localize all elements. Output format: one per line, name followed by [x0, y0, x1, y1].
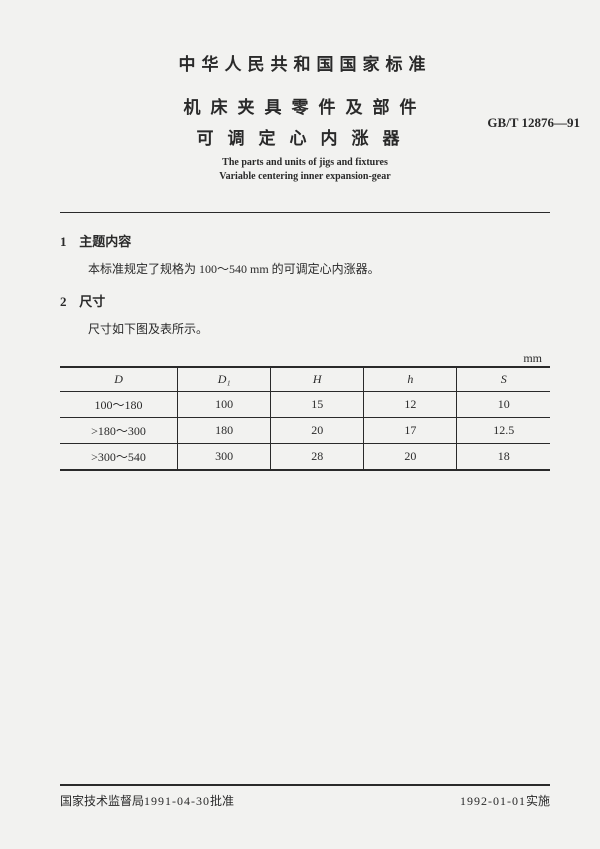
footer-approve-date: 1991-04-30 [144, 794, 210, 808]
cell: 12.5 [457, 418, 550, 444]
cell: 15 [271, 392, 364, 418]
table-body: 100～180 100 15 12 10 >180～300 180 20 17 … [60, 392, 550, 471]
col-D: D [60, 367, 178, 392]
table-unit: mm [60, 351, 550, 366]
cell: 17 [364, 418, 457, 444]
cell: 300 [178, 444, 271, 471]
section-2-heading: 2 尺寸 [60, 291, 550, 310]
section-2-number: 2 [60, 294, 76, 310]
cell: 12 [364, 392, 457, 418]
footer-approve-suffix: 批准 [210, 794, 234, 808]
section-1-number: 1 [60, 234, 76, 250]
title-cn-line1: 机床夹具零件及部件 [60, 93, 550, 118]
cell: 18 [457, 444, 550, 471]
footer-effective-date: 1992-01-01 [460, 794, 526, 808]
cell: 180 [178, 418, 271, 444]
country-label: 中华人民共和国国家标准 [60, 50, 550, 75]
title-en-line2: Variable centering inner expansion-gear [60, 171, 550, 182]
section-1-title: 主题内容 [79, 234, 131, 249]
cell: >180～300 [60, 418, 178, 444]
section-1-body: 本标准规定了规格为 100～540 mm 的可调定心内涨器。 [88, 260, 550, 277]
divider-top [60, 212, 550, 213]
col-h: h [364, 367, 457, 392]
col-H: H [271, 367, 364, 392]
title-row: 机床夹具零件及部件 可调定心内涨器 GB/T 12876—91 The part… [60, 93, 550, 182]
section-2-body: 尺寸如下图及表所示。 [88, 320, 550, 337]
table-row: >300～540 300 28 20 18 [60, 444, 550, 471]
dimensions-table: D D₁ H h S 100～180 100 15 12 10 >180～300… [60, 366, 550, 471]
section-2: 2 尺寸 尺寸如下图及表所示。 [60, 291, 550, 337]
section-2-title: 尺寸 [79, 294, 105, 309]
table-row: >180～300 180 20 17 12.5 [60, 418, 550, 444]
footer-left: 国家技术监督局1991-04-30批准 [60, 792, 234, 809]
section-1-heading: 1 主题内容 [60, 231, 550, 250]
footer: 国家技术监督局1991-04-30批准 1992-01-01实施 [60, 784, 550, 809]
cell: 28 [271, 444, 364, 471]
col-D1: D₁ [178, 367, 271, 392]
header-block: 中华人民共和国国家标准 机床夹具零件及部件 可调定心内涨器 GB/T 12876… [60, 50, 550, 182]
cell: 100～180 [60, 392, 178, 418]
cell: 20 [271, 418, 364, 444]
title-cn-line2: 可调定心内涨器 [60, 124, 550, 149]
standard-code: GB/T 12876—91 [487, 115, 580, 131]
cell: >300～540 [60, 444, 178, 471]
cell: 100 [178, 392, 271, 418]
footer-effective-suffix: 实施 [526, 794, 550, 808]
footer-right: 1992-01-01实施 [460, 792, 550, 809]
cell: 20 [364, 444, 457, 471]
title-en-line1: The parts and units of jigs and fixtures [60, 157, 550, 168]
section-1: 1 主题内容 本标准规定了规格为 100～540 mm 的可调定心内涨器。 [60, 231, 550, 277]
cell: 10 [457, 392, 550, 418]
col-S: S [457, 367, 550, 392]
footer-issuer: 国家技术监督局 [60, 794, 144, 808]
table-row: 100～180 100 15 12 10 [60, 392, 550, 418]
table-header-row: D D₁ H h S [60, 367, 550, 392]
